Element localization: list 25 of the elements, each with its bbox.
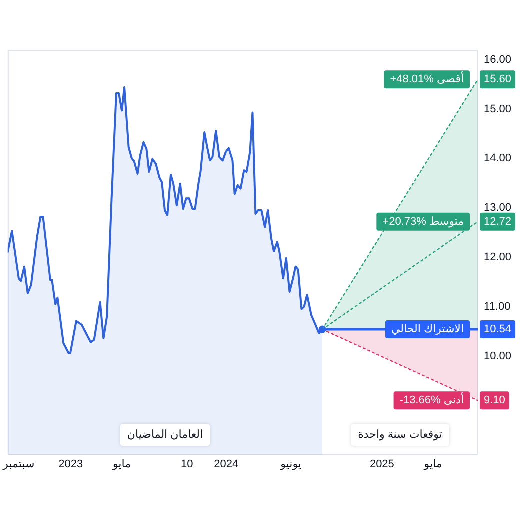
x-tick-label: مايو	[112, 458, 132, 471]
x-tick-label: مايو	[423, 458, 442, 471]
data-label: 10.54	[484, 324, 512, 336]
y-tick-label: 15.00	[484, 103, 512, 116]
annotation: توقعات سنة واحدة	[358, 429, 442, 442]
annotation: -13.66% أدنى	[400, 392, 464, 407]
data-label: 12.72	[484, 216, 512, 228]
y-tick-label: 16.00	[484, 54, 512, 66]
x-tick-label: 2025	[370, 458, 394, 471]
y-tick-label: 14.00	[484, 152, 512, 165]
data-label: 15.60	[484, 74, 512, 86]
x-tick-label: 10	[181, 458, 194, 471]
x-tick-label: يونيو	[280, 458, 302, 471]
annotation: العامان الماضيان	[127, 429, 204, 442]
y-tick-label: 12.00	[484, 251, 512, 264]
x-tick-label: 2024	[214, 458, 239, 471]
data-label: 9.10	[484, 394, 506, 407]
y-tick-label: 10.00	[484, 350, 512, 362]
y-tick-label: 11.00	[484, 300, 511, 313]
annotation: +20.73% متوسط	[382, 216, 464, 228]
annotation: +48.01% أقصى	[390, 72, 464, 86]
x-tick-label: سبتمبر	[2, 458, 35, 471]
y-tick-label: 13.00	[484, 202, 512, 214]
annotation: الاشتراك الحالي	[392, 324, 464, 336]
x-tick-label: 2023	[58, 458, 84, 471]
